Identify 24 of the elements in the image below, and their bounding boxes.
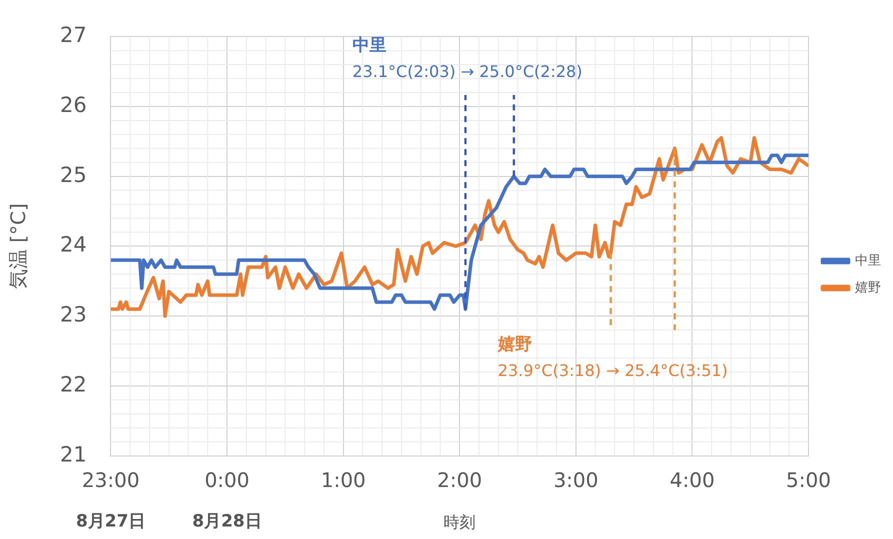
x-tick-label: 4:00 [670,468,715,492]
y-tick-label: 23 [60,302,87,327]
x-tick-label: 2:00 [437,468,482,492]
x-tick-label: 3:00 [553,468,598,492]
text: 8月27日 [76,511,146,532]
legend-label: 嬉野 [855,280,881,296]
annotation: 23.1°C(2:03) → 25.0°C(2:28) [352,62,582,82]
annotation: 嬉野 [496,334,532,354]
annotation: 23.9°C(3:18) → 25.4°C(3:51) [498,361,728,380]
legend-label: 中里 [855,253,881,268]
x-axis-title: 時刻 [444,512,476,532]
annotation: 中里 [352,35,386,56]
y-tick-label: 21 [60,442,87,466]
x-tick-label: 5:00 [786,468,831,492]
y-tick-label: 22 [60,372,87,396]
y-tick-label: 24 [60,232,87,257]
x-tick-label: 1:00 [320,468,366,492]
y-tick-label: 27 [60,23,87,48]
y-tick-label: 25 [60,162,87,187]
text: 8月28日 [192,511,262,532]
y-tick-label: 26 [60,92,87,117]
y-axis-title: 気温 [°C] [6,203,30,290]
x-tick-label: 0:00 [204,468,250,492]
x-tick-label: 23:00 [82,468,140,492]
